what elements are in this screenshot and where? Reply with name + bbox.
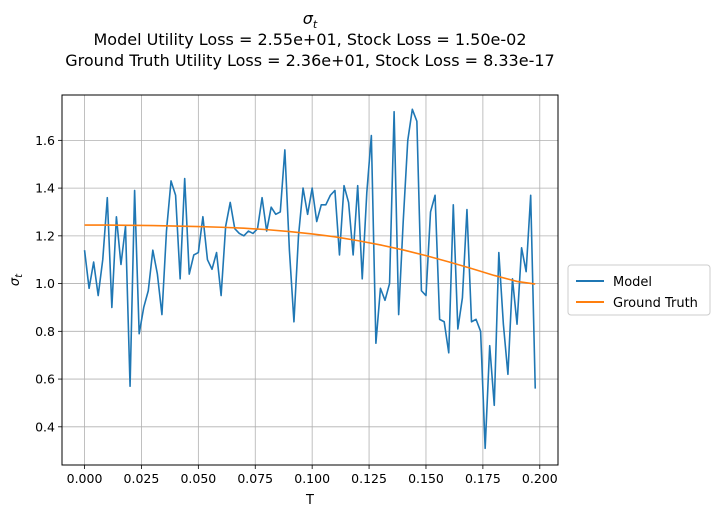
- x-tick-label: 0.050: [180, 471, 216, 486]
- legend-label-model: Model: [613, 275, 652, 290]
- chart-title-symbol: σt: [303, 9, 318, 31]
- x-tick-label: 0.175: [465, 471, 501, 486]
- y-tick-label: 1.0: [35, 276, 55, 291]
- x-tick-label: 0.075: [237, 471, 273, 486]
- x-tick-label: 0.200: [522, 471, 558, 486]
- x-axis-label: T: [305, 493, 314, 508]
- series-layer: [83, 108, 537, 450]
- y-tick-label: 1.2: [35, 228, 55, 243]
- legend: Model Ground Truth: [567, 264, 711, 316]
- plot-frame: [61, 94, 559, 466]
- series-line-ground-truth: [84, 224, 536, 285]
- y-tick-label: 0.8: [35, 324, 55, 339]
- legend-label-ground-truth: Ground Truth: [613, 296, 698, 311]
- y-tick-label: 1.4: [35, 181, 55, 196]
- x-axis: 0.000 0.025 0.050 0.075 0.100 0.125 0.150 0.175…: [67, 465, 558, 486]
- y-tick-label: 0.6: [35, 372, 55, 387]
- y-axis: 0.4 0.6 0.8 1.0 1.2 1.4 1.6: [35, 133, 62, 434]
- y-axis-label: σt: [8, 273, 25, 286]
- chart-title-model-losses: Model Utility Loss = 2.55e+01, Stock Los…: [94, 30, 527, 49]
- y-tick-label: 1.6: [35, 133, 55, 148]
- chart-title-ground-truth-losses: Ground Truth Utility Loss = 2.36e+01, St…: [65, 51, 554, 70]
- x-tick-label: 0.125: [351, 471, 387, 486]
- y-tick-label: 0.4: [35, 419, 55, 434]
- x-tick-label: 0.000: [67, 471, 103, 486]
- x-tick-label: 0.025: [124, 471, 160, 486]
- series-line-model: [83, 108, 537, 450]
- x-tick-label: 0.100: [294, 471, 330, 486]
- x-tick-label: 0.150: [408, 471, 444, 486]
